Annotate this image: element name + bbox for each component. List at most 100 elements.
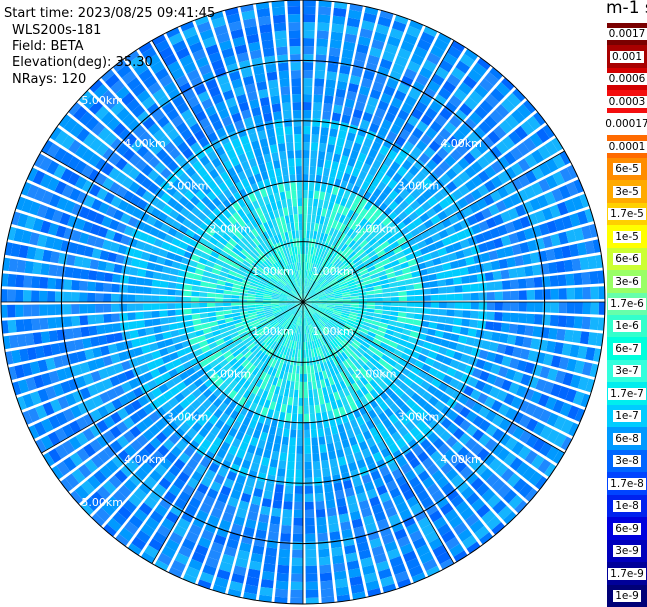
ray-gate [232,284,242,289]
ray-gate [403,273,413,280]
ray-gate [274,192,281,202]
ray-gate [156,230,167,241]
ray-gate [197,211,208,222]
ray-gate [146,360,157,371]
ray-gate [340,57,353,67]
colorbar-label: 0.001 [609,50,645,63]
ray-gate [247,383,255,393]
ray-gate [403,33,418,46]
ray-gate [400,352,410,361]
ray-gate [245,576,260,587]
ray-gate [211,329,221,337]
ray-gate [451,40,466,53]
ray-gate [269,177,277,187]
ray-gate [325,402,332,412]
ray-gate [190,195,201,206]
ray-gate [313,102,322,111]
ray-gate [216,315,225,321]
ray-gate [341,49,354,59]
ray-gate [310,429,318,438]
ray-gate [326,263,333,271]
ray-gate [459,406,471,418]
ray-gate [320,268,327,276]
ray-gate [303,333,306,342]
colorbar-cell: 1e-7 [607,404,647,428]
ray-gate [281,94,291,104]
ray-gate [116,372,128,384]
ray-gate [405,398,416,409]
ray-gate [216,284,225,290]
ray-gate [418,268,428,276]
ray-gate [291,413,298,422]
ray-gate [365,234,374,243]
colorbar-cell: 1.7e-7 [607,382,647,406]
ray-gate [142,150,155,163]
ray-gate [459,327,469,336]
ray-gate [288,264,293,273]
ray-gate [248,132,258,143]
ray-gate [329,531,341,541]
ray-gate [129,425,142,438]
ray-gate [172,95,186,108]
ray-gate [318,199,324,208]
ray-gate [458,432,471,445]
ray-gate [247,290,256,295]
ray-gate [255,216,263,226]
ray-gate [326,306,335,310]
ring-label: 3.00km [398,410,440,423]
ray-gate [245,340,254,348]
ray-gate [383,333,393,341]
ray-gate [267,375,275,385]
ray-gate [104,323,114,334]
ray-gate [144,136,157,150]
ray-gate [247,444,257,455]
ray-gate [533,111,546,126]
ray-gate [118,394,130,406]
ray-gate [211,197,222,207]
ray-gate [273,159,281,169]
ray-gate [156,340,167,349]
ray-gate [394,90,407,102]
ray-gate [345,165,354,175]
ray-gate [191,103,204,115]
ray-gate [306,325,310,334]
ray-gate [336,448,345,459]
ray-gate [447,135,460,148]
ray-gate [269,401,277,411]
ring-label: 3.00km [398,180,440,193]
ray-gate [303,300,311,302]
ray-gate [424,107,438,120]
ray-gate [280,241,286,250]
ray-gate [255,304,264,308]
ray-gate [509,193,522,206]
ray-gate [123,225,135,237]
ray-gate [407,134,419,146]
ray-gate [284,312,292,319]
ray-gate [202,564,217,576]
ray-gate [311,340,316,349]
ray-gate [205,44,220,56]
ray-gate [310,296,319,300]
ray-gate [108,219,120,231]
ray-gate [219,82,232,93]
ray-gate [436,551,451,565]
ray-gate [305,270,308,279]
ray-gate [288,294,296,299]
ray-gate [267,238,274,247]
ray-gate [472,428,485,442]
ray-gate [303,94,312,103]
ray-gate [280,293,289,298]
ray-gate [374,232,384,241]
ray-gate [440,339,450,348]
ray-gate [393,420,404,431]
ray-gate [428,367,439,377]
ray-gate [115,533,130,547]
ray-gate [339,223,347,233]
ray-gate [230,156,240,167]
ray-gate [23,275,33,288]
ray-gate [186,212,197,223]
ray-gate [470,188,483,201]
ray-gate [194,83,207,96]
ray-gate [410,177,421,188]
ray-gate [308,262,311,271]
